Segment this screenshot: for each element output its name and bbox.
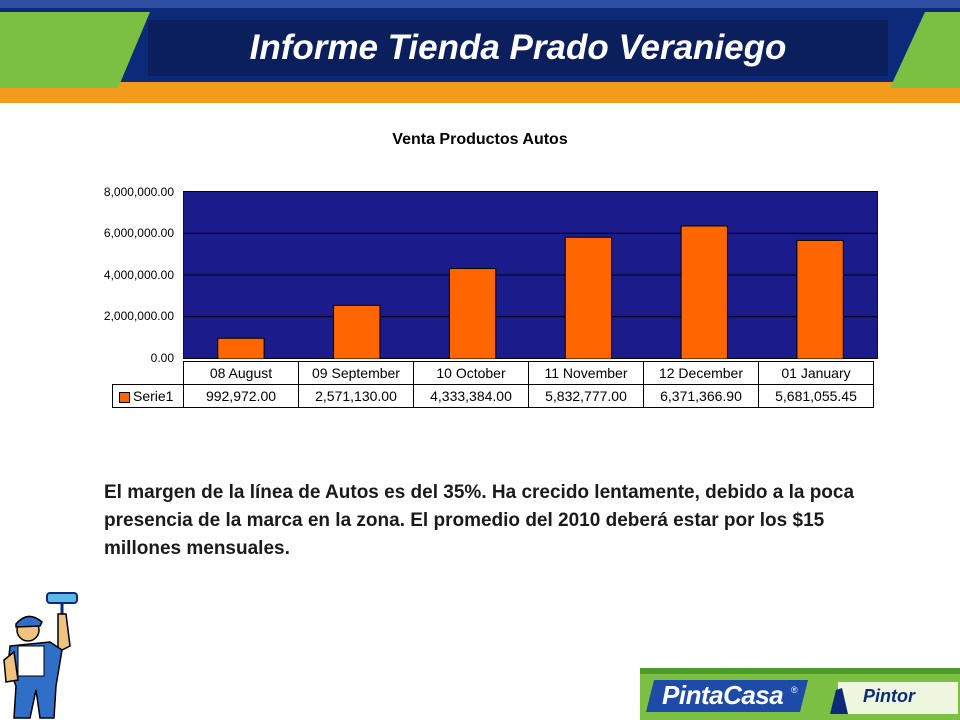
y-tick-label: 6,000,000.00	[103, 226, 174, 240]
table-row: Serie1 992,972.00 2,571,130.00 4,333,384…	[112, 384, 874, 408]
y-tick-label: 4,000,000.00	[103, 268, 174, 282]
data-label: 6,371,366.90	[643, 384, 759, 408]
brand-name: PintaCasa	[662, 680, 784, 710]
sub-brand-name: Pintor	[863, 686, 915, 706]
legend-swatch	[119, 391, 130, 403]
legend-entry: Serie1	[112, 384, 184, 408]
category-label: 08 August	[183, 361, 299, 385]
painter-mascot-icon	[3, 592, 78, 719]
bar-01-january	[796, 239, 844, 359]
category-label: 12 December	[643, 361, 759, 385]
data-label: 2,571,130.00	[298, 384, 414, 408]
data-label: 5,681,055.45	[758, 384, 874, 408]
bar-10-october	[448, 268, 497, 359]
bar-11-november	[564, 236, 613, 359]
y-tick-label: 2,000,000.00	[103, 309, 174, 323]
y-tick-label: 0.00	[150, 351, 174, 365]
bar-09-september	[333, 304, 381, 359]
bar-12-december	[680, 225, 728, 359]
category-label: 09 September	[298, 361, 414, 385]
category-label: 11 November	[528, 361, 644, 385]
header-banner	[0, 0, 960, 103]
y-tick-label: 8,000,000.00	[103, 185, 174, 199]
table-row: 08 August 09 September 10 October 11 Nov…	[113, 361, 874, 385]
series-name: Serie1	[133, 388, 174, 404]
bar-08-august	[217, 337, 265, 359]
registered-mark: ®	[791, 685, 798, 695]
data-label: 4,333,384.00	[413, 384, 529, 408]
data-label: 5,832,777.00	[528, 384, 644, 408]
chart-title: Venta Productos Autos	[392, 131, 568, 148]
chart-plot-area	[183, 191, 878, 359]
category-label: 01 January	[758, 361, 874, 385]
pintacasa-logo	[640, 668, 960, 720]
data-label: 992,972.00	[183, 384, 299, 408]
category-label: 10 October	[413, 361, 529, 385]
chart-data-table: 08 August 09 September 10 October 11 Nov…	[112, 361, 874, 408]
page-title: Informe Tienda Prado Veraniego	[249, 28, 787, 67]
commentary-paragraph: El margen de la línea de Autos es del 35…	[104, 482, 855, 559]
